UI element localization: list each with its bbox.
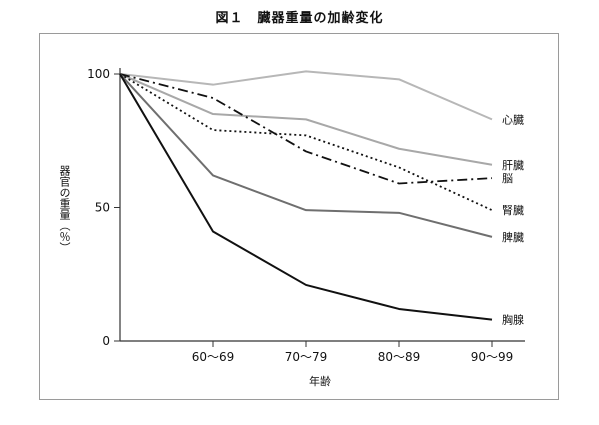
y-tick-label: 100 xyxy=(87,67,110,81)
series-label-3: 腎臓 xyxy=(502,204,524,217)
series-label-4: 脾臓 xyxy=(502,230,524,244)
axes: 0 50 100 60～69 70～79 80～89 90～99 xyxy=(87,67,525,364)
x-tick-label: 80～89 xyxy=(378,350,421,364)
x-tick-label: 70～79 xyxy=(285,350,328,364)
series-line-0 xyxy=(119,70,493,121)
y-tick-label: 50 xyxy=(95,201,110,215)
series-label-5: 胸腺 xyxy=(502,313,524,327)
x-tick-label: 60～69 xyxy=(192,350,235,364)
series-line-2 xyxy=(119,73,493,185)
series-label-0: 心臓 xyxy=(502,113,524,126)
y-axis-label: 器官の重量（％） xyxy=(58,165,71,253)
series-line-5 xyxy=(119,73,493,321)
series-lines xyxy=(119,70,493,321)
series-line-1 xyxy=(119,73,493,166)
x-axis-label: 年齢 xyxy=(309,375,331,388)
series-label-1: 肝臓 xyxy=(502,159,524,172)
series-line-4 xyxy=(119,73,493,238)
x-tick-label: 90～99 xyxy=(471,350,514,364)
series-line-3 xyxy=(119,73,493,211)
y-tick-label: 0 xyxy=(102,334,110,348)
series-label-2: 脳 xyxy=(502,172,513,185)
chart-title: 図１ 臓器重量の加齢変化 xyxy=(215,11,384,26)
chart-frame xyxy=(39,33,559,400)
